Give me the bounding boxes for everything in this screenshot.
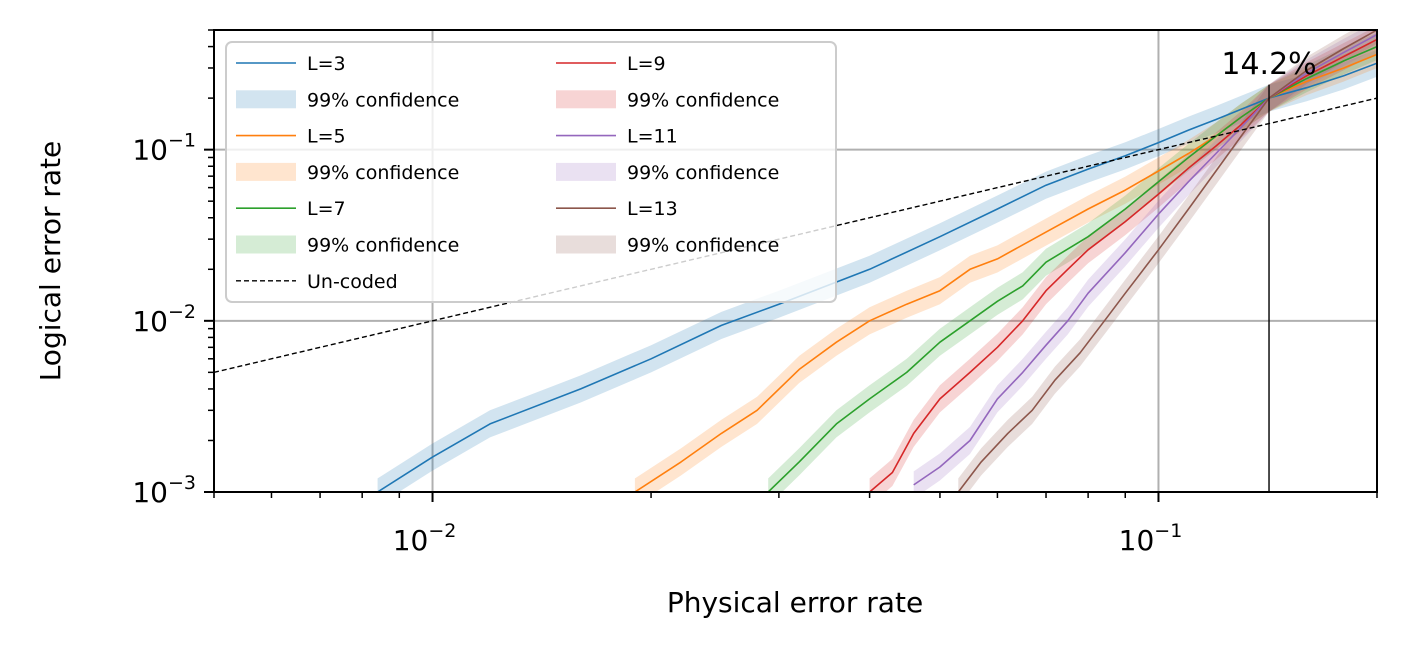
x-axis-label: Physical error rate bbox=[667, 586, 923, 619]
legend-label-l3: L=3 bbox=[307, 53, 346, 75]
x-tick-label: 10−1 bbox=[1119, 520, 1183, 557]
legend-band-swatch-l9 bbox=[556, 90, 616, 109]
y-tick-label-base: 10 bbox=[132, 476, 168, 509]
series-line-l3 bbox=[377, 62, 1377, 492]
axis-ticks: 10−2 10−110−310−210−1 bbox=[132, 29, 1378, 557]
series-lines bbox=[214, 30, 1377, 492]
legend-label-l11: L=11 bbox=[627, 126, 678, 148]
legend-label-l5: L=5 bbox=[307, 126, 346, 148]
series-line-l13 bbox=[957, 30, 1377, 492]
legend-label-l5-confidence: 99% confidence bbox=[307, 162, 459, 184]
legend-band-swatch-l11 bbox=[556, 162, 616, 181]
y-tick-label-base: 10 bbox=[132, 305, 168, 338]
y-tick-label-base: 10 bbox=[132, 134, 168, 167]
legend-label-l3-confidence: 99% confidence bbox=[307, 89, 459, 111]
legend-label-uncoded: Un-coded bbox=[307, 271, 398, 293]
x-tick-label-exponent: −2 bbox=[428, 520, 456, 542]
legend-label-l7: L=7 bbox=[307, 198, 346, 220]
legend-band-swatch-l13 bbox=[556, 235, 616, 254]
legend-band-swatch-l5 bbox=[236, 162, 296, 181]
series-line-l7 bbox=[767, 45, 1377, 492]
confidence-band-l5 bbox=[634, 40, 1377, 492]
threshold-annotation: 14.2% bbox=[1221, 47, 1317, 492]
y-tick-label: 10−2 bbox=[132, 301, 196, 338]
threshold-label: 14.2% bbox=[1221, 47, 1316, 82]
legend-label-l11-confidence: 99% confidence bbox=[627, 162, 779, 184]
plot-frame bbox=[213, 29, 1378, 493]
x-tick-label-base: 10 bbox=[1119, 524, 1155, 557]
confidence-band-l7 bbox=[768, 33, 1377, 492]
confidence-band-l9 bbox=[869, 30, 1377, 492]
confidence-band-l3 bbox=[377, 49, 1377, 492]
y-axis-label: Logical error rate bbox=[34, 141, 67, 382]
legend-label-l13-confidence: 99% confidence bbox=[627, 235, 779, 257]
x-tick-label: 10−2 bbox=[393, 520, 457, 557]
legend-band-swatch-l3 bbox=[236, 90, 296, 109]
x-tick-label-base: 10 bbox=[393, 524, 429, 557]
y-tick-label: 10−1 bbox=[132, 130, 196, 167]
legend-box bbox=[225, 41, 837, 303]
y-tick-label-exponent: −2 bbox=[168, 301, 196, 323]
uncoded-reference-line bbox=[214, 97, 1377, 374]
legend: L=3 99% confidence L=5 99% confidence L=7 99%… bbox=[225, 41, 837, 303]
legend-label-l7-confidence: 99% confidence bbox=[307, 235, 459, 257]
legend-band-swatch-l7 bbox=[236, 235, 296, 254]
legend-label-l9: L=9 bbox=[627, 53, 666, 75]
confidence-band-l11 bbox=[913, 30, 1377, 492]
y-tick-label-exponent: −3 bbox=[168, 472, 196, 494]
legend-label-l13: L=13 bbox=[627, 198, 678, 220]
y-tick-label-exponent: −1 bbox=[168, 130, 196, 152]
legend-label-l9-confidence: 99% confidence bbox=[627, 89, 779, 111]
confidence-bands bbox=[377, 30, 1377, 492]
confidence-band-l13 bbox=[958, 30, 1377, 492]
y-tick-label: 10−3 bbox=[132, 472, 196, 509]
x-tick-label-exponent: −1 bbox=[1154, 520, 1182, 542]
